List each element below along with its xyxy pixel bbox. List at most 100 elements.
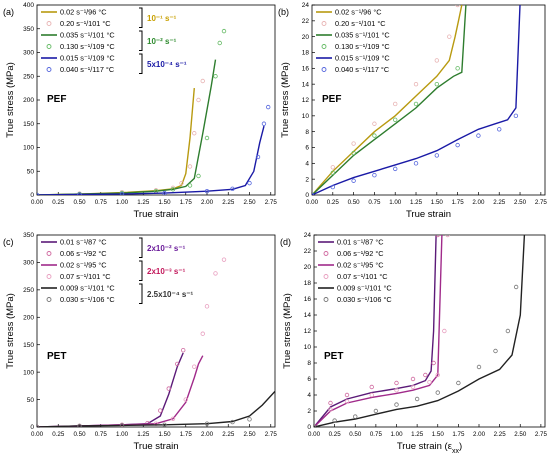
x-tick-label: 0.50 bbox=[73, 431, 86, 438]
data-point bbox=[455, 66, 460, 71]
x-tick-label: 0.75 bbox=[95, 199, 108, 206]
x-tick-label: 0.00 bbox=[306, 199, 319, 206]
data-point bbox=[394, 380, 399, 386]
legend-label: 0.009 s⁻¹/101 °C bbox=[337, 284, 392, 293]
x-tick-label: 2.00 bbox=[201, 199, 214, 206]
y-tick-label: 0 bbox=[305, 192, 309, 199]
rate-group-label: 2.5x10⁻⁴ s⁻¹ bbox=[147, 290, 194, 299]
y-tick-label: 10 bbox=[302, 113, 310, 120]
series-line bbox=[312, 5, 463, 195]
legend-marker bbox=[46, 297, 52, 302]
legend-label: 0.06 s⁻¹/92 °C bbox=[60, 249, 107, 258]
y-tick-label: 12 bbox=[302, 97, 310, 104]
x-tick-label: 0.25 bbox=[329, 431, 342, 438]
material-label: PEF bbox=[47, 94, 66, 105]
data-point bbox=[170, 416, 176, 421]
data-point bbox=[37, 424, 40, 427]
data-point bbox=[456, 380, 461, 386]
x-tick-label: 1.25 bbox=[137, 431, 150, 438]
series-line bbox=[312, 5, 467, 195]
series-0-009-s-101-c bbox=[314, 235, 526, 427]
y-tick-label: 8 bbox=[307, 360, 311, 367]
data-point bbox=[247, 417, 252, 422]
series-0-06-s-92-c bbox=[37, 348, 186, 427]
legend-bracket bbox=[139, 7, 143, 28]
y-tick-label: 0 bbox=[30, 192, 34, 199]
data-point bbox=[328, 400, 333, 406]
legend-bracket bbox=[139, 53, 143, 74]
legend-marker bbox=[323, 297, 329, 302]
x-tick-label: 2.00 bbox=[201, 431, 214, 438]
rate-group-label: 5x10⁻⁴ s⁻¹ bbox=[147, 60, 187, 69]
series-0-06-s-92-c bbox=[314, 235, 440, 427]
data-point bbox=[445, 235, 450, 238]
plot-frame bbox=[36, 234, 276, 428]
data-point bbox=[373, 408, 379, 414]
y-tick-label: 2 bbox=[307, 408, 311, 415]
data-point bbox=[351, 178, 356, 183]
x-tick-label: 1.75 bbox=[452, 431, 465, 438]
data-point bbox=[200, 78, 205, 84]
y-tick-label: 10 bbox=[304, 344, 312, 351]
x-tick-label: 2.25 bbox=[222, 199, 235, 206]
panel-d: 0.00 0.25 0.50 0.75 1.00 1.25 1.50 1.75 2.00 2.25… bbox=[280, 232, 547, 454]
rate-group-label: 2x10⁻² s⁻¹ bbox=[147, 244, 186, 253]
data-point bbox=[230, 419, 235, 425]
y-tick-label: 16 bbox=[302, 66, 310, 73]
data-point bbox=[119, 423, 125, 427]
data-point bbox=[423, 372, 428, 378]
legend-label: 0.02 s⁻¹/95 °C bbox=[337, 261, 384, 270]
data-point bbox=[266, 104, 271, 110]
y-tick-label: 250 bbox=[23, 287, 34, 294]
x-tick-label: 0.75 bbox=[370, 431, 383, 438]
y-tick-label: 4 bbox=[305, 161, 309, 168]
x-axis-label: True strain bbox=[406, 209, 451, 220]
panel-label: (d) bbox=[280, 237, 291, 247]
y-tick-label: 4 bbox=[307, 392, 311, 399]
series-line bbox=[312, 5, 521, 195]
data-area bbox=[37, 257, 275, 427]
series-0-01-s-87-c bbox=[314, 235, 437, 427]
panel-label: (c) bbox=[3, 237, 14, 247]
y-tick-label: 20 bbox=[302, 34, 310, 41]
legend-marker bbox=[46, 67, 52, 72]
y-tick-label: 400 bbox=[23, 2, 34, 9]
y-tick-label: 50 bbox=[27, 397, 35, 404]
x-tick-label: 2.75 bbox=[265, 199, 278, 206]
x-tick-label: 2.50 bbox=[514, 199, 527, 206]
legend-marker bbox=[321, 67, 327, 72]
y-tick-label: 6 bbox=[305, 145, 309, 152]
legend-label: 0.009 s⁻¹/101 °C bbox=[60, 284, 115, 293]
data-point bbox=[180, 348, 186, 353]
data-point bbox=[162, 190, 167, 195]
data-area bbox=[37, 28, 271, 195]
data-point bbox=[442, 328, 447, 334]
y-tick-label: 20 bbox=[304, 264, 312, 271]
series-line bbox=[37, 125, 265, 195]
series-line bbox=[314, 235, 443, 427]
legend-marker bbox=[46, 251, 52, 256]
series-0-040-s-117-c bbox=[312, 113, 519, 195]
y-tick-label: 300 bbox=[23, 50, 34, 57]
legend-bracket bbox=[139, 260, 143, 281]
data-point bbox=[314, 424, 317, 427]
y-tick-label: 0 bbox=[30, 424, 34, 431]
legend-label: 0.015 s⁻¹/109 °C bbox=[60, 54, 115, 63]
x-tick-label: 1.75 bbox=[452, 199, 465, 206]
x-tick-label: 0.75 bbox=[368, 199, 381, 206]
x-tick-label: 1.00 bbox=[116, 199, 129, 206]
data-point bbox=[434, 81, 440, 87]
x-tick-label: 1.00 bbox=[390, 431, 403, 438]
legend-label: 0.06 s⁻¹/92 °C bbox=[337, 249, 384, 258]
y-axis-label: True stress (MPa) bbox=[5, 293, 16, 369]
data-point bbox=[427, 380, 432, 385]
data-point bbox=[77, 192, 82, 195]
legend-label: 0.20 s⁻¹/101 °C bbox=[60, 19, 111, 28]
data-point bbox=[187, 183, 193, 188]
data-point bbox=[187, 164, 193, 169]
data-point bbox=[435, 372, 440, 378]
y-axis-label: True stress (MPa) bbox=[280, 62, 291, 138]
data-point bbox=[455, 5, 460, 8]
series-0-02-s-96-c bbox=[312, 5, 463, 195]
